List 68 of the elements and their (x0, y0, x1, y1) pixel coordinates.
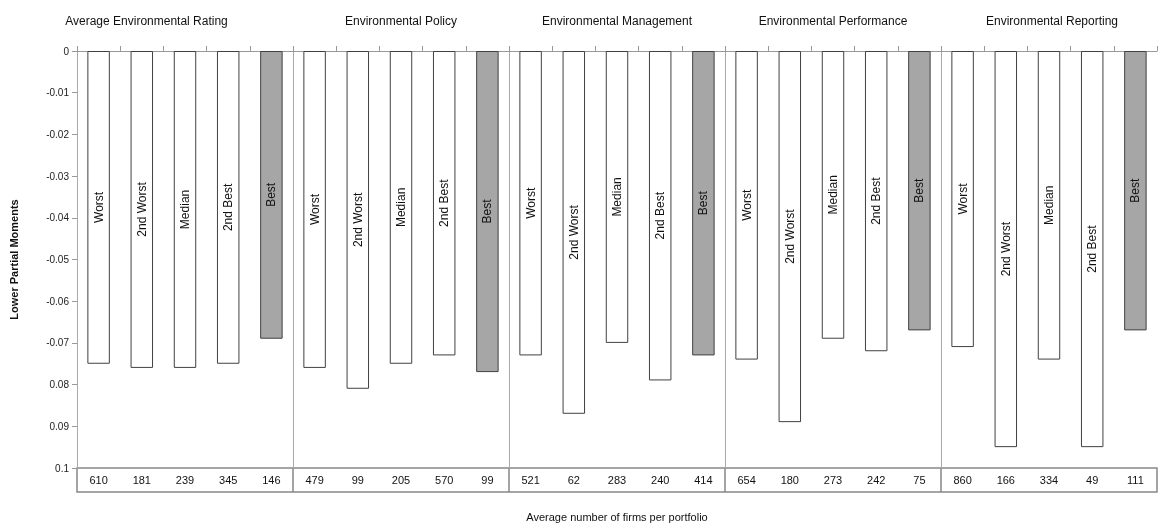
y-tick-label: 0 (63, 45, 70, 57)
text: 570 (435, 474, 454, 486)
x-tick-label: Best (912, 178, 927, 203)
text: 283 (607, 474, 627, 486)
x-tick-label: Worst (523, 186, 538, 219)
text: 334 (1039, 474, 1059, 486)
text: 479 (305, 474, 324, 486)
x-tick-label: 2nd Worst (566, 204, 581, 260)
text: 242 (867, 474, 886, 486)
chart-title: Average Environmental Rating (65, 14, 228, 28)
x-tick-label: Worst (955, 182, 970, 215)
y-tick-label: -0.05 (46, 254, 70, 265)
text: 273 (823, 474, 843, 486)
text: 610 (89, 474, 108, 486)
text: 111 (1127, 474, 1144, 486)
x-tick-label: Worst (739, 189, 754, 221)
text: 860 (953, 474, 972, 486)
x-tick-label: Median (826, 175, 840, 215)
text: 99 (481, 474, 494, 486)
x-tick-label: 2nd Best (869, 176, 884, 225)
text: 99 (351, 474, 364, 486)
x-tick-label: Best (480, 198, 495, 224)
y-tick-label: 0.08 (49, 379, 70, 391)
y-tick-label: -0.03 (46, 170, 70, 182)
x-tick-label: 2nd Worst (134, 181, 149, 237)
x-tick-label: 2nd Worst (998, 221, 1013, 277)
x-tick-label: Median (610, 177, 624, 217)
x-tick-label: Best (1128, 178, 1143, 203)
text: 166 (996, 474, 1015, 486)
y-tick-label: 0.1 (55, 462, 70, 474)
x-axis-title: Average number of firms per portfolio (526, 511, 708, 523)
y-tick-label: -0.01 (46, 87, 70, 99)
y-tick-label: -0.07 (46, 337, 70, 349)
y-tick-label: -0.04 (46, 212, 70, 224)
x-tick-label: 2nd Best (437, 178, 452, 227)
chart-title: Environmental Reporting (985, 14, 1119, 28)
y-tick-label: -0.06 (46, 295, 70, 307)
text: 180 (780, 474, 799, 486)
text: 521 (521, 474, 540, 486)
chart-title: Environmental Management (541, 14, 693, 28)
x-tick-label: Worst (307, 193, 322, 226)
text: 654 (737, 474, 756, 486)
chart-title: Environmental Policy (344, 14, 458, 28)
chart-title: Environmental Performance (758, 14, 908, 28)
text: 62 (567, 474, 580, 486)
x-tick-label: 2nd Worst (782, 208, 797, 264)
text: 146 (262, 474, 281, 486)
x-tick-label: Best (264, 182, 279, 207)
y-tick-label: 0.09 (49, 420, 70, 432)
x-tick-label: Worst (91, 191, 106, 223)
x-tick-label: 2nd Worst (350, 191, 365, 248)
text: 75 (913, 474, 926, 486)
text: 345 (219, 474, 238, 486)
text: 240 (651, 474, 670, 486)
text: 239 (175, 474, 195, 486)
x-tick-label: 2nd Best (653, 191, 668, 240)
text: 414 (694, 474, 713, 486)
x-tick-label: Median (394, 187, 408, 228)
x-tick-label: 2nd Best (221, 183, 236, 232)
y-axis-title: Lower Partial Moments (7, 199, 20, 320)
x-tick-label: 2nd Best (1085, 224, 1100, 273)
y-tick-label: -0.02 (46, 128, 70, 140)
text: 49 (1086, 474, 1099, 486)
text: 205 (391, 474, 411, 486)
x-tick-label: Median (1042, 185, 1056, 225)
x-tick-label: Median (178, 189, 192, 230)
x-tick-label: Best (696, 190, 711, 216)
text: 181 (132, 474, 151, 486)
